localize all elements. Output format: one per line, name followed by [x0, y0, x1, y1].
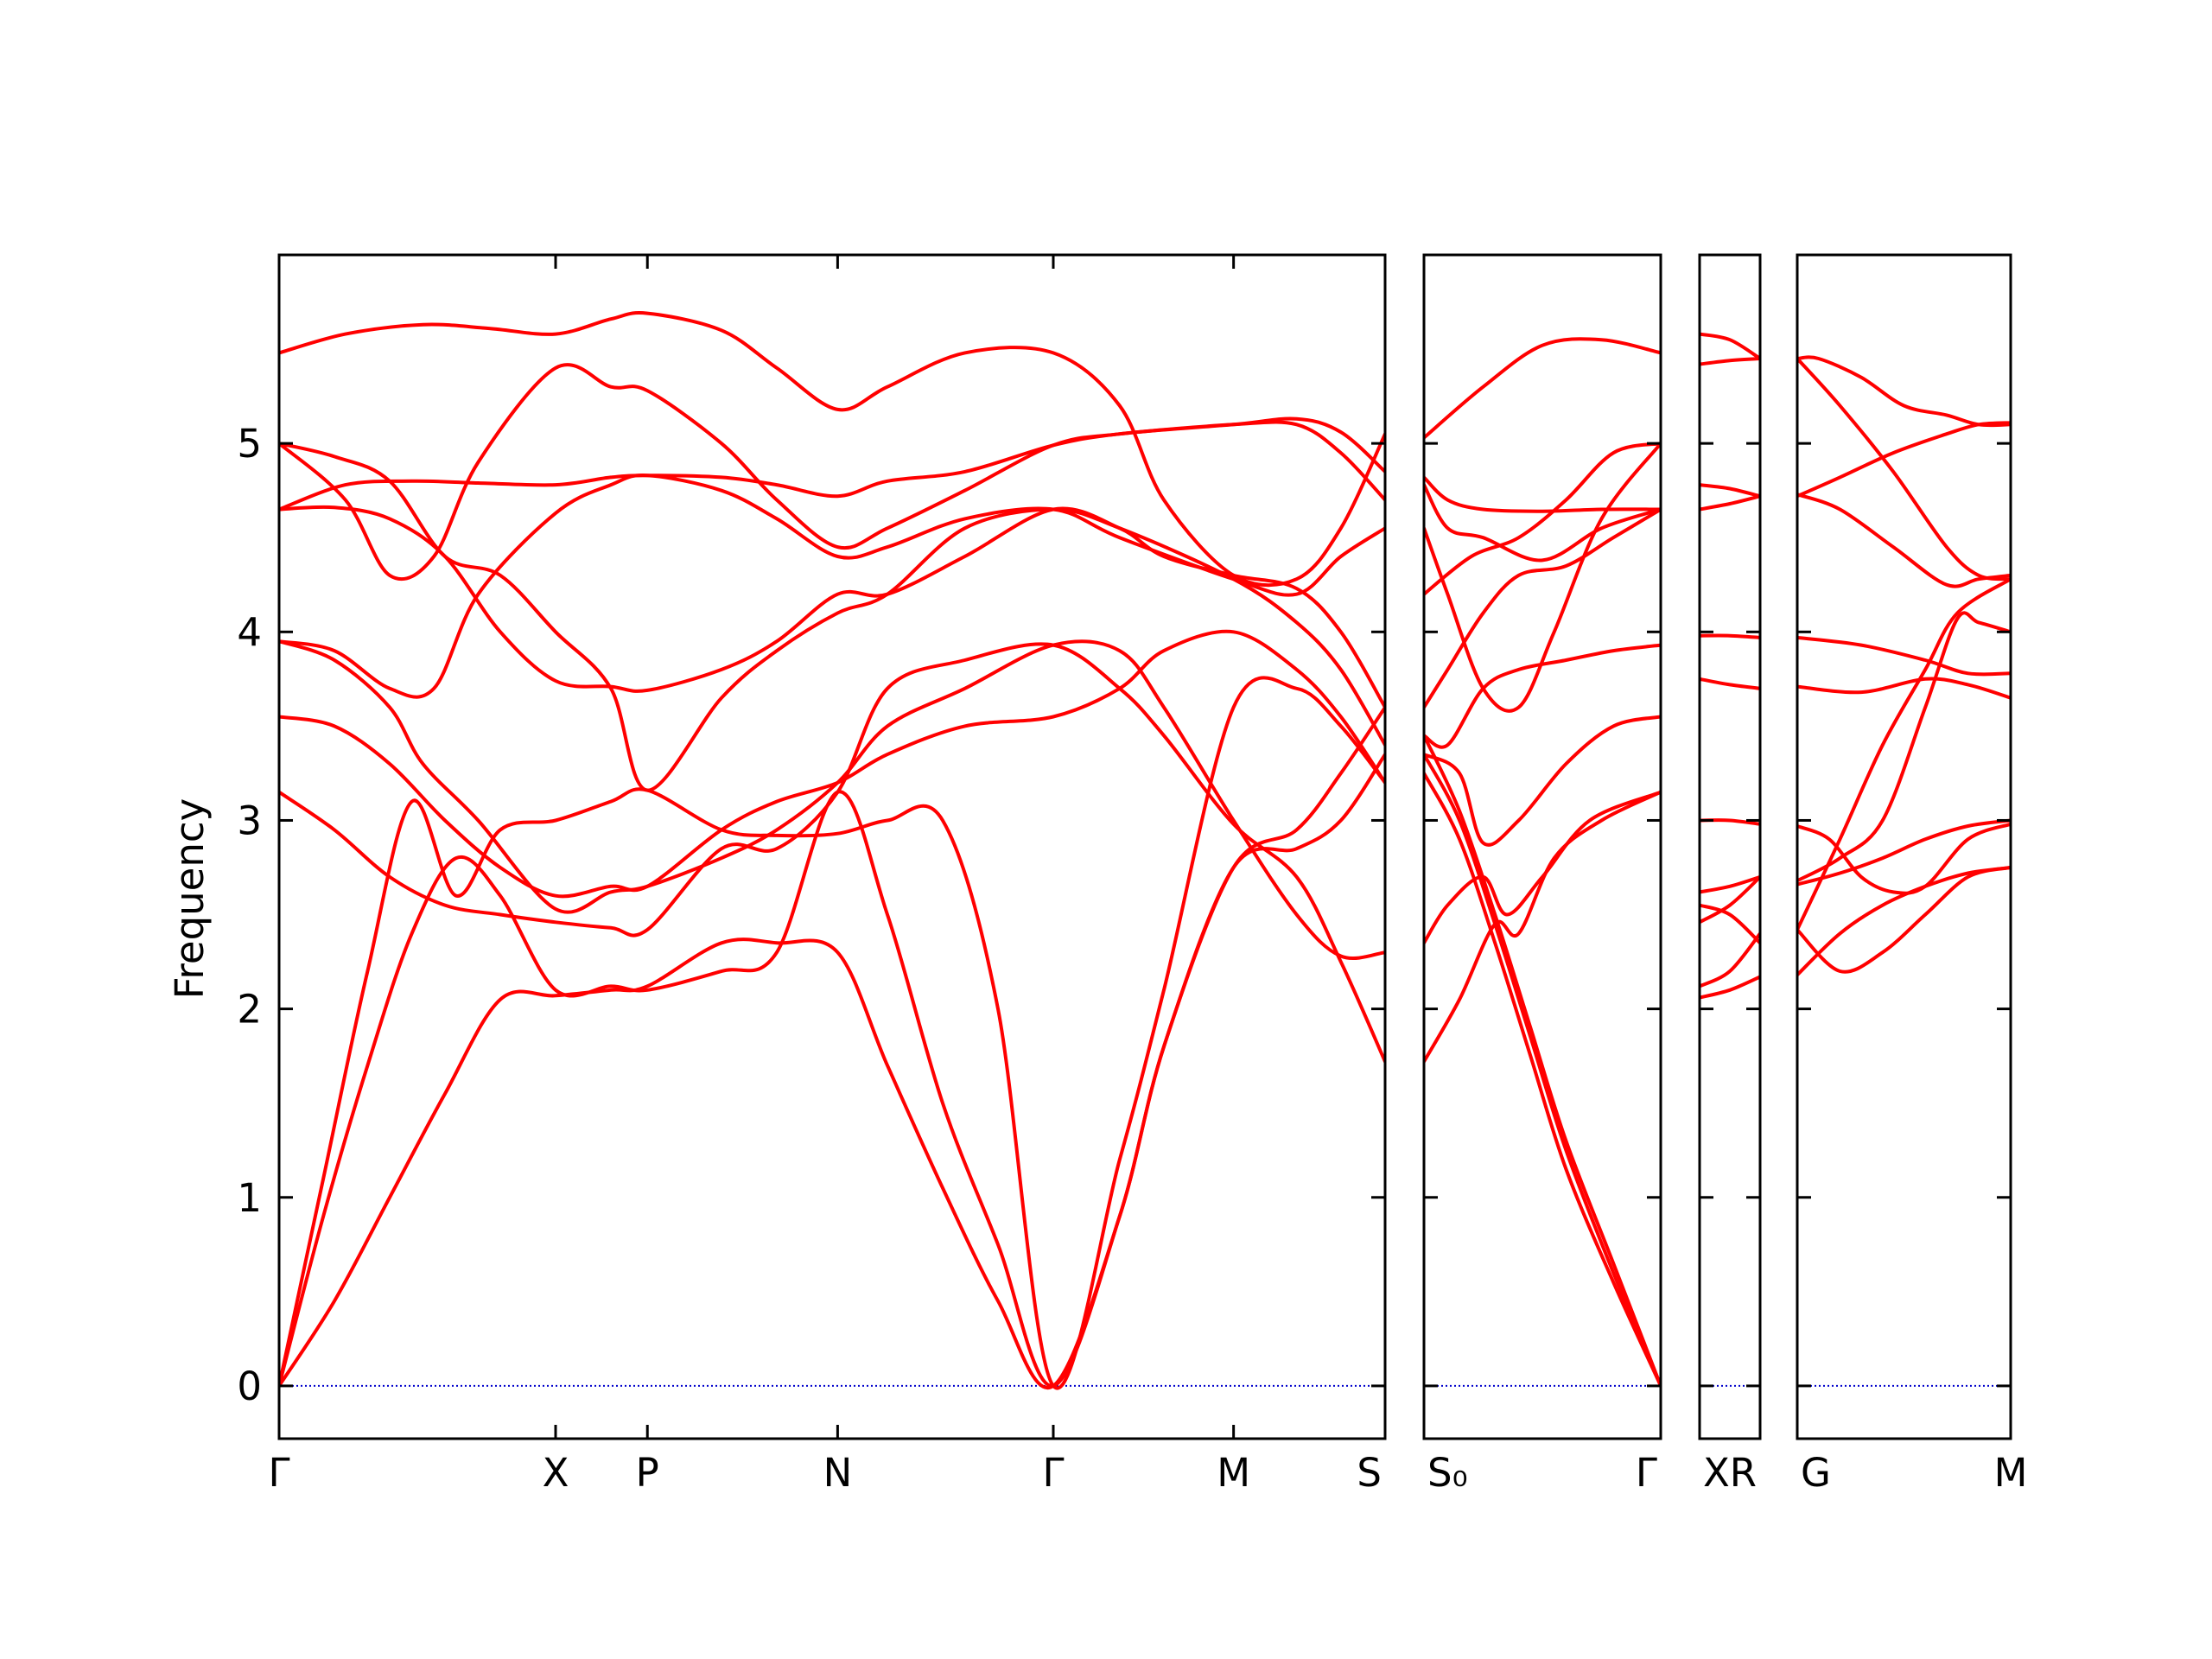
x-tick-label: N: [823, 1450, 853, 1496]
band-5: [1700, 633, 1760, 639]
band-9: [279, 642, 1385, 1064]
band-5: [1797, 635, 2011, 677]
band-9: [1424, 790, 1661, 945]
x-tick-label: Γ: [1636, 1450, 1657, 1496]
x-tick-label: M: [1994, 1450, 2028, 1496]
bands: [1424, 337, 1661, 1388]
band-3: [1700, 483, 1760, 499]
band-12: [1424, 753, 1661, 1388]
band-4: [279, 505, 1385, 709]
band-12: [1700, 975, 1760, 1000]
x-tick-label: Γ: [1042, 1450, 1064, 1496]
band-11: [1700, 931, 1760, 988]
band-3: [1797, 421, 2011, 499]
band-3: [1424, 483, 1661, 563]
band-6: [1700, 677, 1760, 690]
band-7: [279, 639, 1385, 961]
band-4: [1797, 493, 2011, 588]
x-tick-label: S: [1357, 1450, 1382, 1496]
x-tick-label: P: [636, 1450, 659, 1496]
band-11: [1424, 734, 1661, 1388]
y-tick-label: 1: [237, 1175, 262, 1221]
band-12: [279, 705, 1385, 1390]
x-tick-label: Γ: [268, 1450, 289, 1496]
band-10: [279, 676, 1385, 1390]
panel-frame: [1422, 253, 1662, 1440]
bands: [1797, 355, 2011, 977]
y-tick-label: 3: [237, 798, 262, 843]
bands: [1700, 332, 1760, 1000]
x-tick-label: X: [1703, 1450, 1730, 1496]
band-8: [279, 629, 1385, 899]
x-tick-label: R: [1730, 1450, 1757, 1496]
y-axis-label: Frequency: [167, 798, 213, 999]
band-10: [1424, 790, 1661, 1064]
panel-frame: [1698, 253, 1762, 1440]
band-10: [1700, 874, 1760, 925]
band-7: [1797, 611, 2011, 883]
bands: [279, 311, 1385, 1390]
band-9: [1797, 818, 2011, 887]
band-5: [279, 474, 1385, 699]
band-9: [1700, 903, 1760, 945]
band-8: [1797, 577, 2011, 931]
band-10: [1797, 822, 2011, 895]
band-2: [1424, 475, 1661, 513]
panel-2: S₀ Γ: [1422, 253, 1662, 1496]
y-tick-label: 5: [237, 421, 262, 467]
band-2: [1700, 357, 1760, 366]
panel-frame: [277, 253, 1387, 1440]
band-11: [1797, 866, 2011, 974]
y-tick-label: 0: [237, 1363, 262, 1409]
x-tick-label: G: [1801, 1450, 1831, 1496]
x-tick-label: M: [1217, 1450, 1250, 1496]
band-1: [1700, 332, 1760, 360]
band-6: [279, 442, 1385, 792]
band-13: [1424, 771, 1661, 1388]
band-12: [1797, 866, 2011, 977]
x-tick-label: S₀: [1427, 1450, 1468, 1496]
band-5: [1424, 442, 1661, 713]
band-7: [1424, 643, 1661, 749]
y-tick-label: 4: [237, 609, 262, 655]
band-8: [1424, 715, 1661, 847]
band-6: [1797, 677, 2011, 700]
band-2: [1797, 357, 2011, 582]
band-11: [279, 753, 1385, 1388]
band-8: [1700, 874, 1760, 894]
band-6: [1424, 507, 1661, 709]
band-4: [1700, 494, 1760, 512]
band-4: [1424, 442, 1661, 596]
band-1: [1424, 337, 1661, 440]
band-2: [279, 363, 1385, 582]
panel-frame: [1796, 253, 2012, 1440]
x-tick-label: X: [543, 1450, 569, 1496]
band-3: [279, 416, 1385, 512]
y-tick-label: 2: [237, 987, 262, 1033]
